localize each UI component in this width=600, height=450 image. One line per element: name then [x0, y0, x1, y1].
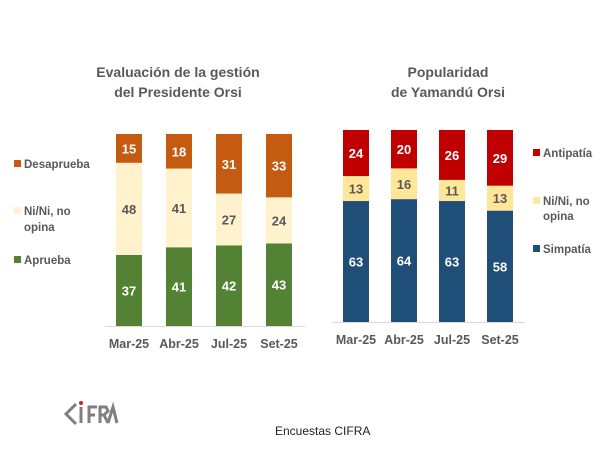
data-label: 24: [272, 213, 287, 228]
bar-segment: [439, 201, 465, 322]
bar-segment: [487, 185, 513, 211]
legend-label: Aprueba: [24, 255, 71, 267]
bar-segment: [166, 247, 192, 326]
bar-segment: [439, 130, 465, 180]
data-label: 27: [222, 212, 236, 227]
data-label: 43: [272, 278, 286, 293]
data-label: 26: [445, 148, 459, 163]
bar-segment: [266, 243, 292, 326]
legend-label: Ni/Ni, no: [24, 206, 71, 218]
bar-segment: [116, 134, 142, 163]
x-tick-label: Mar-25: [336, 333, 376, 347]
bar-segment: [343, 130, 369, 177]
data-label: 24: [349, 146, 364, 161]
data-label: 58: [493, 259, 507, 274]
bar-segment: [391, 168, 417, 200]
bar-segment: [343, 176, 369, 202]
bar-segment: [166, 168, 192, 248]
data-label: 41: [172, 280, 186, 295]
data-label: 11: [445, 183, 459, 198]
x-tick-label: Mar-25: [109, 337, 149, 351]
data-label: 42: [222, 279, 236, 294]
bar-segment: [266, 134, 292, 198]
x-tick-label: Abr-25: [384, 333, 424, 347]
legend-label: Antipatía: [543, 148, 593, 160]
data-label: 13: [493, 191, 507, 206]
data-label: 63: [445, 255, 459, 270]
x-tick-label: Set-25: [481, 333, 519, 347]
bar-segment: [116, 162, 142, 255]
data-label: 63: [349, 255, 363, 270]
legend-label: Desaprueba: [24, 159, 90, 171]
x-tick-label: Set-25: [260, 337, 298, 351]
bar-segment: [216, 193, 242, 246]
bar-segment: [116, 254, 142, 326]
bar-segment: [439, 179, 465, 202]
data-label: 16: [397, 177, 411, 192]
chart-title: de Yamandú Orsi: [391, 84, 505, 100]
bar-segment: [391, 130, 417, 169]
bar-segment: [216, 245, 242, 326]
data-label: 41: [172, 201, 186, 216]
legend-label: opina: [24, 222, 55, 234]
footer-source: Encuestas CIFRA: [275, 424, 371, 438]
legend-label: Simpatía: [543, 244, 592, 256]
data-label: 31: [222, 157, 236, 172]
legend-label: opina: [543, 211, 574, 223]
chart-title: Popularidad: [408, 64, 489, 80]
bar-segment: [343, 201, 369, 322]
bar-segment: [487, 210, 513, 322]
legend-swatch: [14, 160, 21, 167]
legend-swatch: [14, 207, 21, 214]
legend-swatch: [533, 245, 540, 252]
bar-segment: [266, 197, 292, 244]
x-tick-label: Abr-25: [159, 337, 199, 351]
data-label: 64: [397, 254, 412, 269]
data-label: 15: [122, 141, 136, 156]
chart-title: Evaluación de la gestión: [96, 64, 259, 80]
bar-segment: [391, 199, 417, 322]
legend-swatch: [533, 149, 540, 156]
data-label: 48: [122, 202, 136, 217]
data-label: 29: [493, 151, 507, 166]
data-label: 37: [122, 283, 136, 298]
bar-segment: [166, 134, 192, 169]
legend-swatch: [14, 256, 21, 263]
data-label: 20: [397, 142, 411, 157]
x-tick-label: Jul-25: [211, 337, 247, 351]
legend-label: Ni/Ni, no: [543, 196, 590, 208]
chart-title: del Presidente Orsi: [114, 84, 242, 100]
data-label: 33: [272, 159, 286, 174]
data-label: 13: [349, 182, 363, 197]
bar-segment: [216, 134, 242, 194]
x-tick-label: Jul-25: [434, 333, 470, 347]
data-label: 18: [172, 144, 186, 159]
legend-swatch: [533, 197, 540, 204]
bar-segment: [487, 130, 513, 186]
